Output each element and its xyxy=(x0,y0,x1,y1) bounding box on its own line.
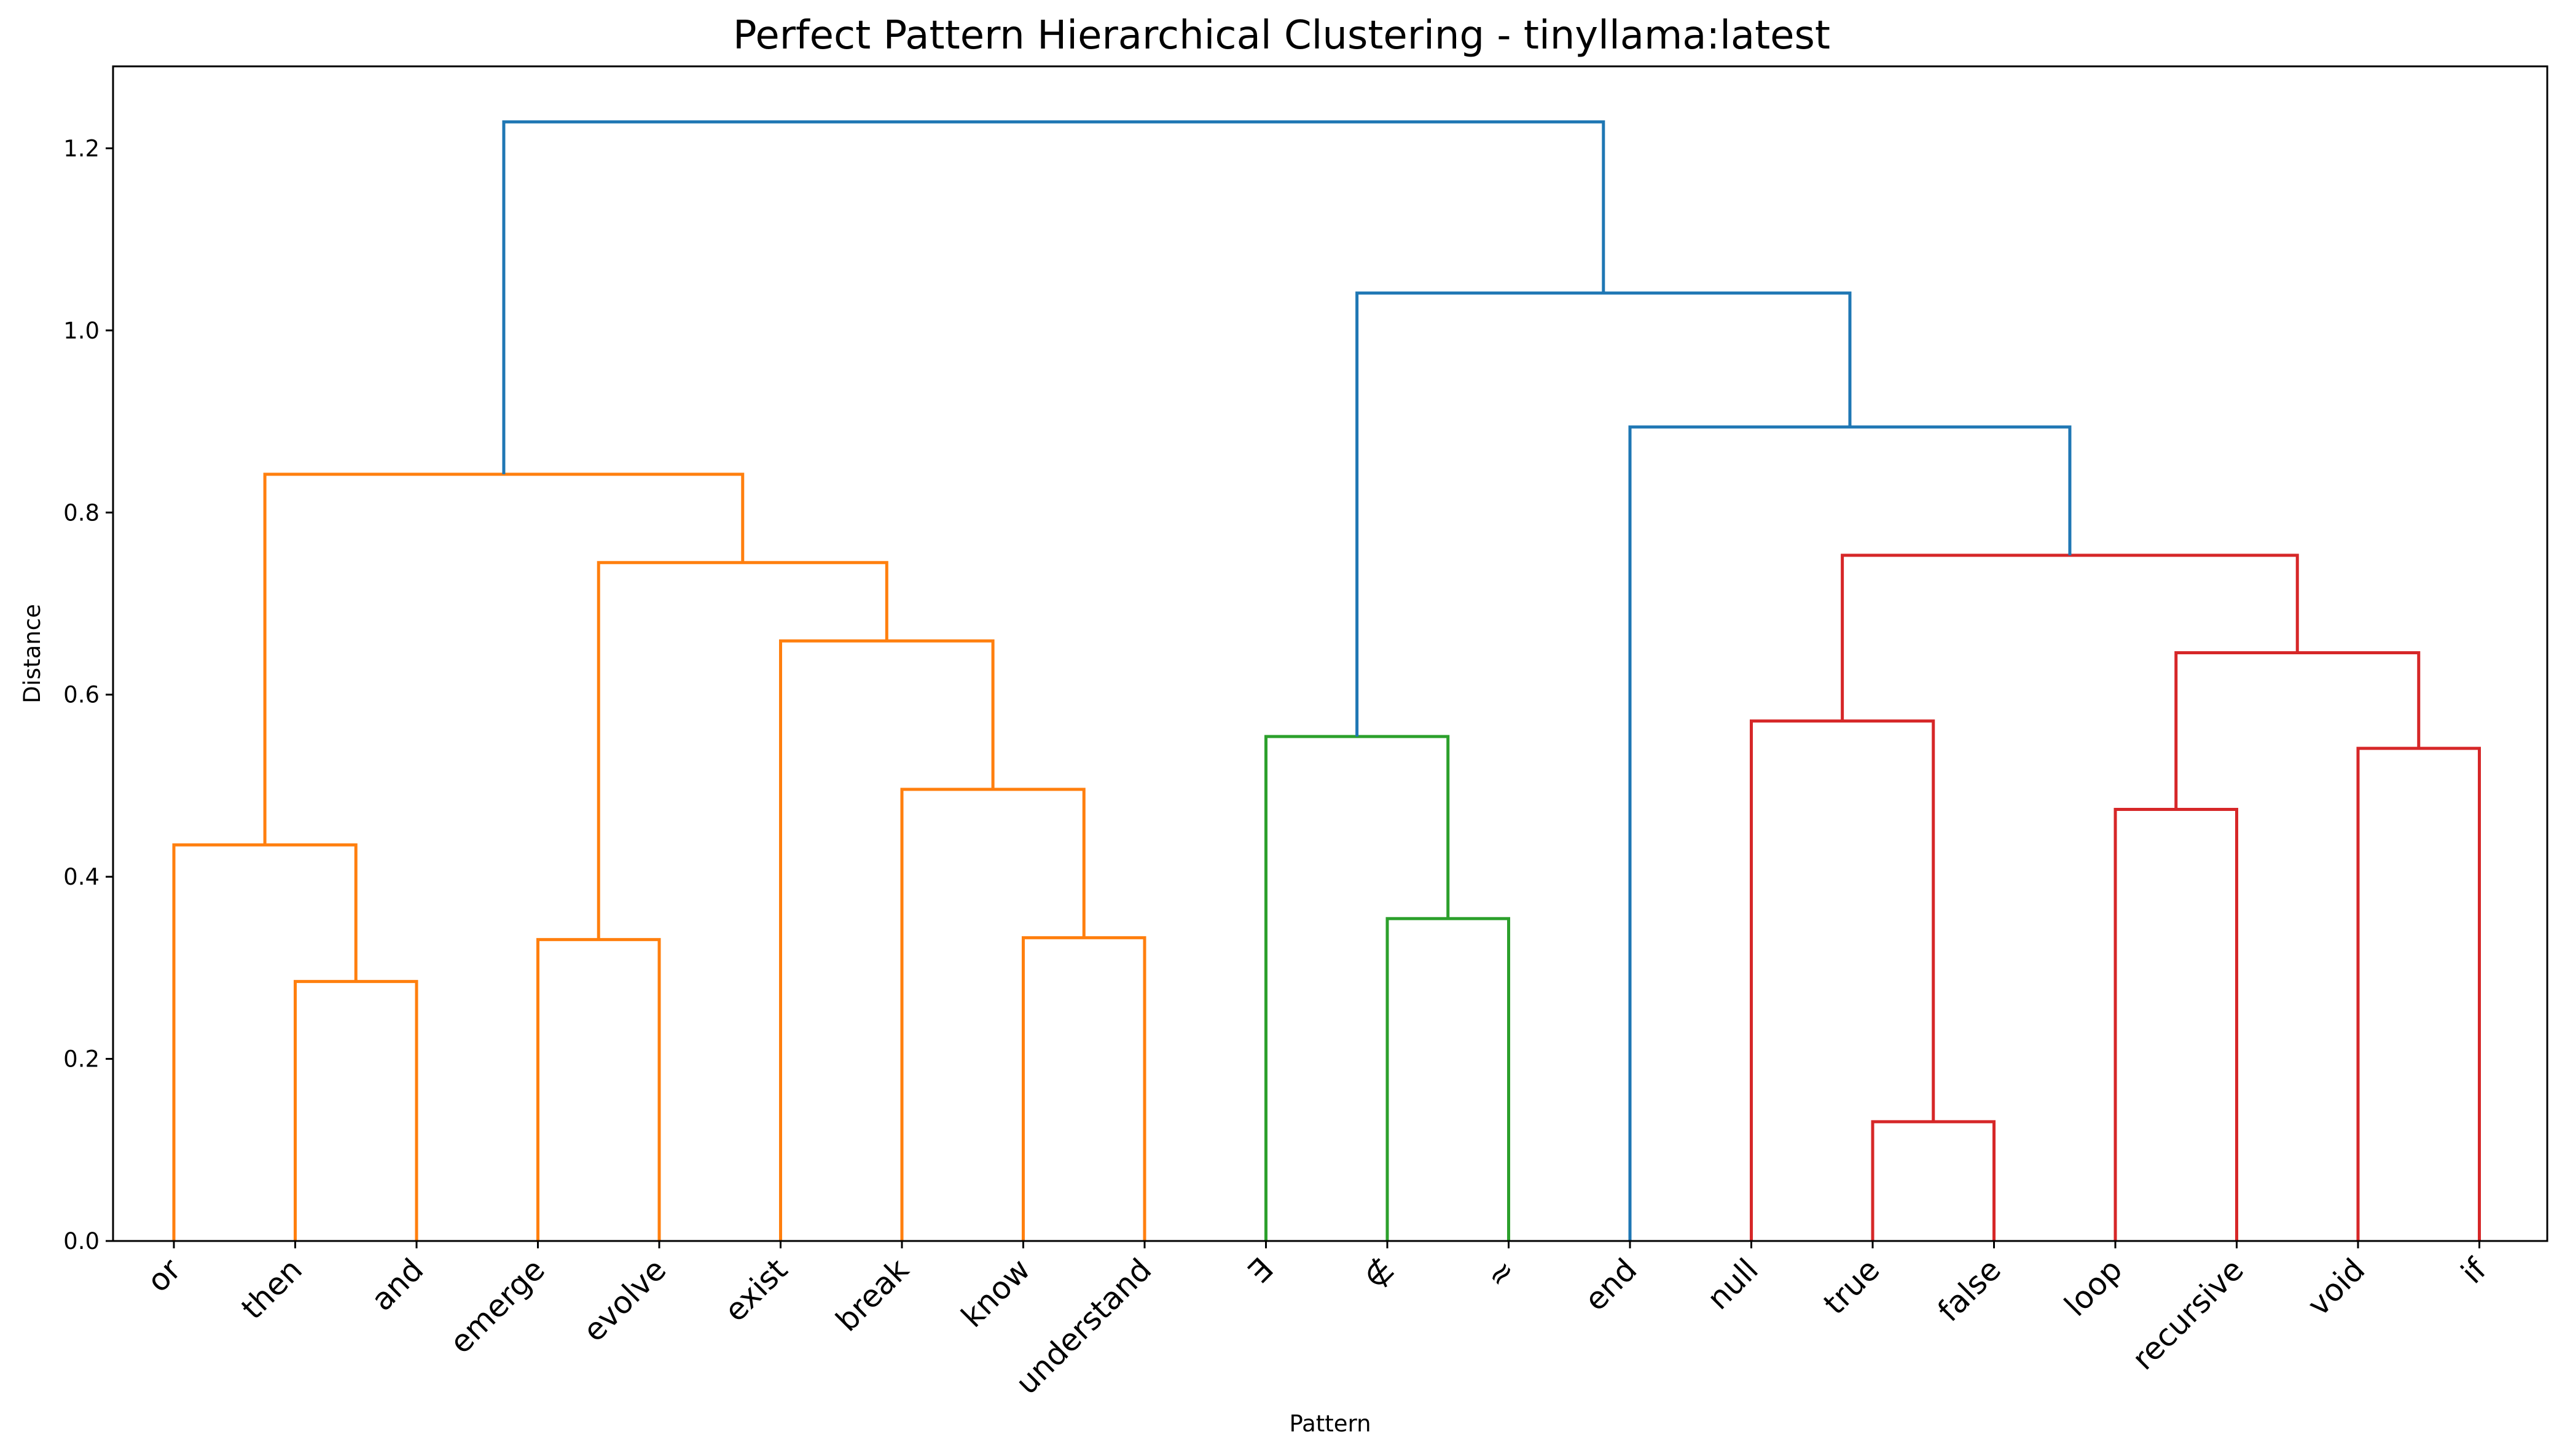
merge-link-9 xyxy=(1264,735,1450,1241)
y-axis: 0.0 0.2 0.4 0.6 0.8 1.0 1.2 xyxy=(63,135,113,1254)
merge-link-15 xyxy=(1841,554,2299,721)
merge-link-3 xyxy=(1022,936,1146,1241)
y-tick-label: 0.4 xyxy=(63,864,100,890)
merge-link-5 xyxy=(779,639,995,1241)
y-tick-label: 0.0 xyxy=(63,1228,100,1254)
merge-link-16 xyxy=(1628,425,2072,1241)
y-tick-label: 0.6 xyxy=(63,682,100,708)
y-tick-label: 0.8 xyxy=(63,499,100,526)
y-tick-label: 1.0 xyxy=(63,318,100,344)
merge-link-13 xyxy=(2356,746,2481,1241)
merge-link-6 xyxy=(597,561,888,940)
merge-link-10 xyxy=(1871,1120,1996,1241)
x-axis-title: Pattern xyxy=(1289,1411,1371,1437)
dendrogram-links xyxy=(172,120,2481,1241)
merge-link-1 xyxy=(172,843,358,1241)
merge-link-14 xyxy=(2174,651,2421,810)
plot-frame xyxy=(112,65,2548,1242)
y-axis-title: Distance xyxy=(19,604,45,703)
y-tick-label: 1.2 xyxy=(63,135,100,162)
chart-title: Perfect Pattern Hierarchical Clustering … xyxy=(733,13,1830,58)
y-tick-label: 0.2 xyxy=(63,1046,100,1073)
merge-link-18 xyxy=(502,120,1605,475)
